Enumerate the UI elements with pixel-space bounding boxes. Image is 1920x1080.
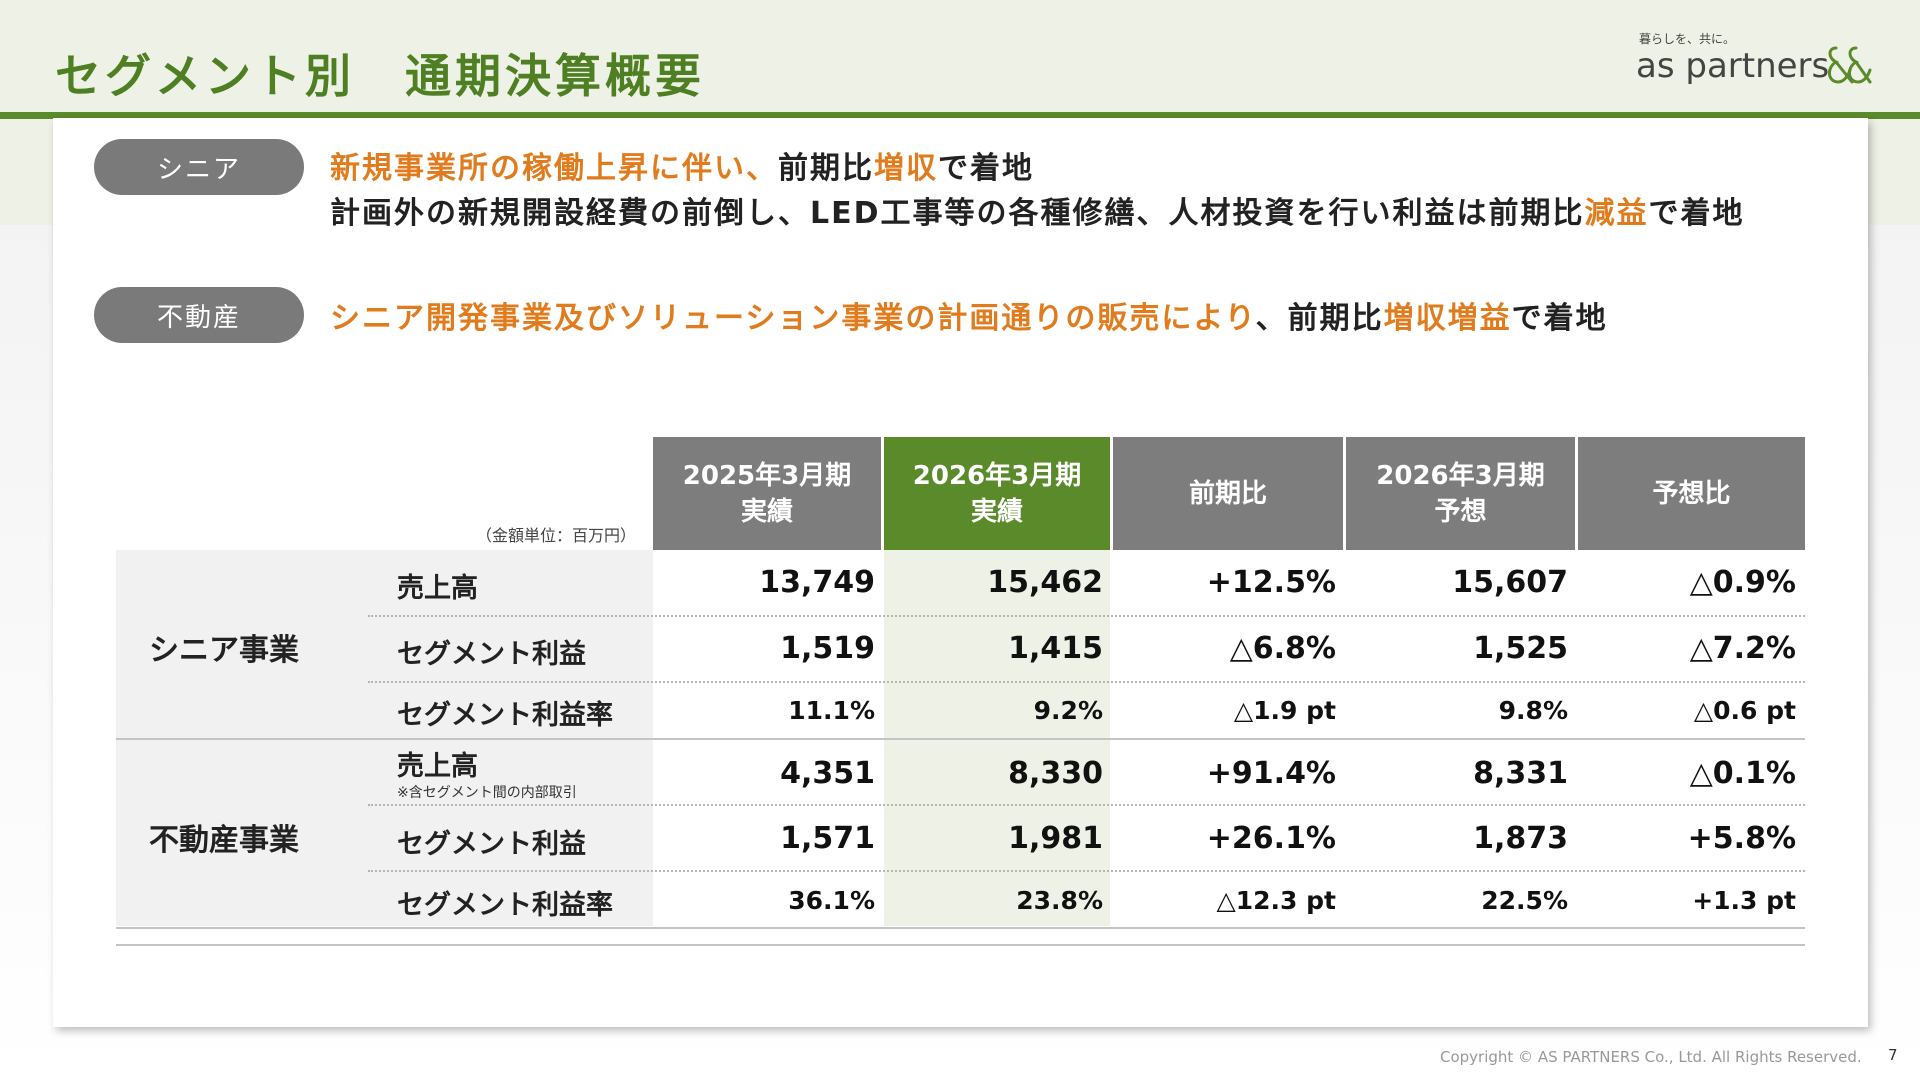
- senior-line1-highlight: 新規事業所の稼働上昇に伴い、: [330, 151, 778, 186]
- table-cell: 1,981: [884, 821, 1103, 856]
- table-cell: 4,351: [653, 756, 875, 791]
- row-label: セグメント利益: [397, 632, 586, 671]
- table-cell: +12.5%: [1113, 565, 1336, 600]
- realestate-pill: 不動産: [94, 287, 304, 343]
- table-cell: 9.2%: [884, 696, 1103, 725]
- senior-line2-keyword: 減益: [1585, 196, 1649, 231]
- col-header-line2: 実績: [971, 494, 1023, 530]
- table-bottom-line: [116, 944, 1805, 946]
- table-cell: 11.1%: [653, 696, 875, 725]
- table-cell: △6.8%: [1113, 631, 1336, 666]
- table-cell: △12.3 pt: [1113, 886, 1336, 915]
- senior-line1-text: 前期比: [778, 151, 874, 186]
- realestate-line1-text: 、前期比: [1256, 301, 1384, 336]
- table-cell: 15,462: [884, 565, 1103, 600]
- table-cell: 8,331: [1346, 756, 1568, 791]
- table-cell: 1,519: [653, 631, 875, 666]
- page-title: セグメント別 通期決算概要: [55, 40, 705, 106]
- table-cell: △0.6 pt: [1578, 696, 1796, 725]
- col-header-yoy: 前期比: [1113, 437, 1343, 550]
- table-cell: 23.8%: [884, 886, 1103, 915]
- senior-line1-tail: で着地: [938, 151, 1034, 186]
- segment-name-realestate: 不動産事業: [116, 815, 332, 859]
- senior-summary-line2: 計画外の新規開設経費の前倒し、LED工事等の各種修繕、人材投資を行い利益は前期比…: [330, 188, 1745, 232]
- realestate-summary-line1: シニア開発事業及びソリューション事業の計画通りの販売により、前期比増収増益で着地: [330, 293, 1608, 337]
- table-cell: 8,330: [884, 756, 1103, 791]
- col-header-line1: 2025年3月期: [683, 458, 851, 494]
- col-header-line1: 予想比: [1652, 476, 1730, 512]
- table-cell: 22.5%: [1346, 886, 1568, 915]
- logo-name: as partners: [1636, 46, 1829, 86]
- row-label: セグメント利益: [397, 822, 586, 861]
- col-header-vs-forecast: 予想比: [1578, 437, 1805, 550]
- row-divider: [368, 804, 1805, 806]
- row-divider: [368, 615, 1805, 617]
- table-cell: 1,415: [884, 631, 1103, 666]
- col-header-line1: 2026年3月期: [913, 458, 1081, 494]
- table-cell: △7.2%: [1578, 631, 1796, 666]
- realestate-line1-tail: で着地: [1512, 301, 1608, 336]
- table-bottom-line: [116, 927, 1805, 929]
- table-cell: 1,525: [1346, 631, 1568, 666]
- realestate-line1-keyword: 増収増益: [1384, 301, 1512, 336]
- col-header-fy2025-actual: 2025年3月期 実績: [653, 437, 881, 550]
- table-cell: 15,607: [1346, 565, 1568, 600]
- col-header-line2: 予想: [1434, 494, 1486, 530]
- table-cell: 13,749: [653, 565, 875, 600]
- col-header-line2: 実績: [741, 494, 793, 530]
- row-note: ※含セグメント間の内部取引: [397, 782, 577, 802]
- senior-summary-line1: 新規事業所の稼働上昇に伴い、前期比増収で着地: [330, 143, 1034, 187]
- table-cell: +91.4%: [1113, 756, 1336, 791]
- table-cell: △0.1%: [1578, 756, 1796, 791]
- table-cell: +1.3 pt: [1578, 886, 1796, 915]
- col-header-line1: 前期比: [1189, 476, 1267, 512]
- table-cell: 36.1%: [653, 886, 875, 915]
- table-cell: △1.9 pt: [1113, 696, 1336, 725]
- senior-line2-text: 計画外の新規開設経費の前倒し、LED工事等の各種修繕、人材投資を行い利益は前期比: [330, 196, 1585, 231]
- row-label: セグメント利益率: [397, 693, 613, 732]
- copyright: Copyright © AS PARTNERS Co., Ltd. All Ri…: [1440, 1048, 1862, 1066]
- segment-divider: [116, 738, 1805, 740]
- col-header-fy2026-forecast: 2026年3月期 予想: [1346, 437, 1575, 550]
- table-cell: 1,873: [1346, 821, 1568, 856]
- segment-name-senior: シニア事業: [116, 625, 332, 669]
- row-divider: [368, 681, 1805, 683]
- logo-tagline: 暮らしを、共に。: [1639, 30, 1735, 47]
- senior-line1-keyword: 増収: [874, 151, 938, 186]
- table-cell: 1,571: [653, 821, 875, 856]
- ampersand-logo-icon: [1822, 42, 1872, 88]
- col-header-fy2026-actual: 2026年3月期 実績: [884, 437, 1110, 550]
- realestate-line1-highlight: シニア開発事業及びソリューション事業の計画通りの販売により: [330, 301, 1256, 336]
- table-cell: 9.8%: [1346, 696, 1568, 725]
- senior-pill: シニア: [94, 139, 304, 195]
- table-cell: +26.1%: [1113, 821, 1336, 856]
- row-label: セグメント利益率: [397, 883, 613, 922]
- senior-line2-tail: で着地: [1649, 196, 1745, 231]
- page-number: 7: [1888, 1046, 1898, 1064]
- table-cell: +5.8%: [1578, 821, 1796, 856]
- row-divider: [368, 870, 1805, 872]
- company-logo: 暮らしを、共に。 as partners: [1636, 30, 1876, 92]
- table-cell: △0.9%: [1578, 565, 1796, 600]
- row-label: 売上高: [397, 566, 478, 605]
- unit-note: （金額単位：百万円）: [476, 522, 636, 546]
- col-header-line1: 2026年3月期: [1376, 458, 1544, 494]
- row-label: 売上高: [397, 744, 478, 783]
